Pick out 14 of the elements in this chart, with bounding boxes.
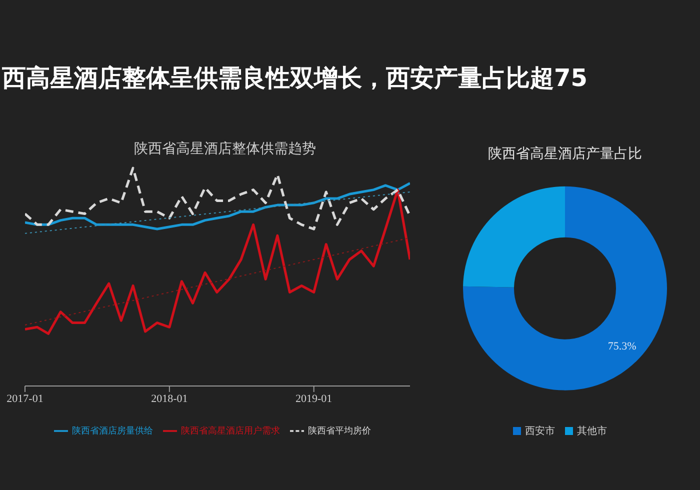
text: 西高星酒店整体呈供需良性双增长，西安产量占比超75 [2, 63, 588, 94]
chart-title: 陕西省高星酒店产量占比 [487, 145, 643, 163]
legend-label: 西安市 [525, 426, 555, 437]
x-tick-label: 2017-01 [6, 392, 44, 405]
data-label: 75.3% [608, 340, 636, 352]
legend-label: 陕西省酒店房量供给 [72, 426, 153, 436]
legend-label: 陕西省平均房价 [308, 426, 371, 436]
donut-slice [463, 186, 565, 288]
chart-title: 陕西省高星酒店整体供需趋势 [133, 140, 317, 158]
legend-label: 其他市 [577, 426, 607, 437]
x-tick-label: 2018-01 [151, 392, 188, 405]
x-tick-label: 2019-01 [296, 392, 332, 405]
donut-slice [463, 186, 667, 390]
legend-label: 陕西省高星酒店用户需求 [181, 426, 280, 436]
